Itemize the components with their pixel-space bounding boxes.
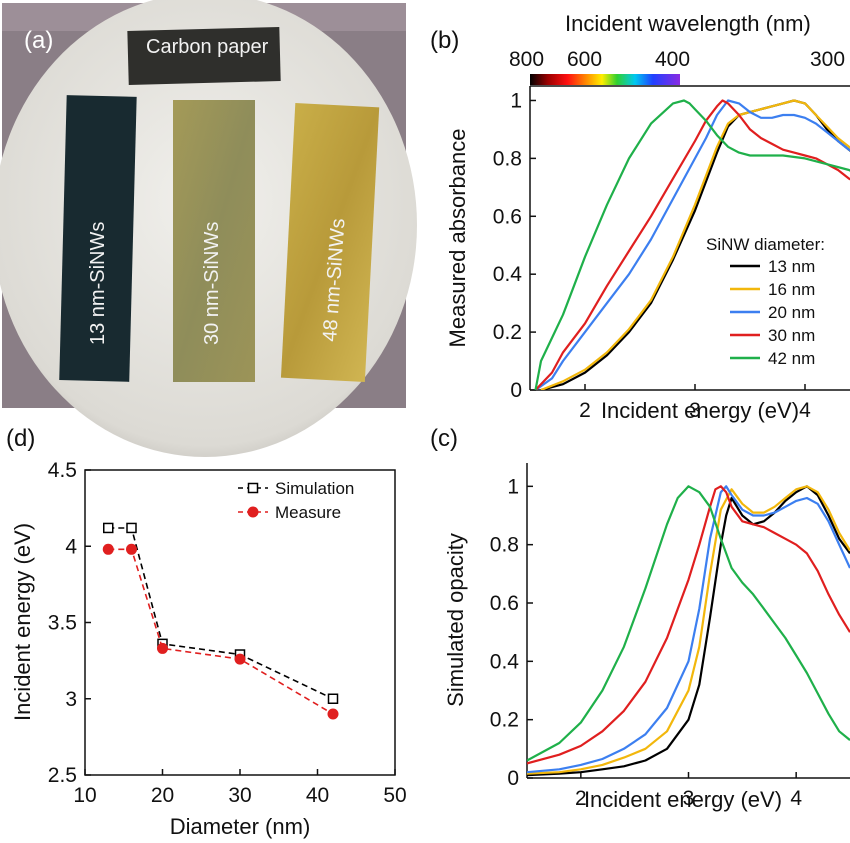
d-y-tick-label-2: 3.5 <box>48 612 77 635</box>
panel-label-b: (b) <box>430 27 459 54</box>
top-tick-600: 600 <box>567 48 602 71</box>
d-x-tick-label-2: 30 <box>228 784 251 807</box>
series-line-42-nm <box>534 99 850 390</box>
panel-d-chart: (d) Incident energy (eV) Diameter (nm) 1… <box>6 425 407 839</box>
c-y-tick-label-1: 0.2 <box>490 709 519 732</box>
b-y-tick-label-5: 1 <box>510 89 522 112</box>
legend-marker-measure <box>247 506 259 518</box>
data-point-measure-1 <box>126 543 137 555</box>
series-line-30-nm <box>527 485 850 765</box>
y-axis-title: Simulated opacity <box>443 533 468 707</box>
series-line-42-nm <box>527 485 850 762</box>
photo-panel: (a) Carbon paper 13 nm-SiNWs 30 nm-SiNWs… <box>0 0 417 457</box>
photo-label-carbon-paper: Carbon paper <box>146 36 269 58</box>
c-y-tick-label-2: 0.4 <box>490 650 520 673</box>
legend-label-20-nm: 20 nm <box>768 303 815 322</box>
c-y-tick-label-5: 1 <box>507 475 519 498</box>
legend: Simulation Measure <box>238 479 354 522</box>
b-y-tick-label-3: 0.6 <box>493 205 522 228</box>
top-tick-800: 800 <box>509 48 544 71</box>
c-x-tick-label-1: 3 <box>683 787 695 810</box>
series-line-measure <box>108 548 334 715</box>
legend-label-16-nm: 16 nm <box>768 280 815 299</box>
d-x-tick-label-4: 50 <box>383 784 406 807</box>
b-y-tick-label-4: 0.8 <box>493 147 522 170</box>
c-y-tick-label-0: 0 <box>507 767 519 790</box>
y-axis-title: Measured absorbance <box>445 129 470 348</box>
data-point-measure-2 <box>157 642 168 654</box>
panel-c-chart: (c) Simulated opacity Incident energy (e… <box>430 425 850 812</box>
top-tick-300: 300 <box>810 48 845 71</box>
photo-label-13nm: 13 nm-SiNWs <box>87 222 109 345</box>
series-line-30-nm <box>534 99 850 390</box>
series-line-16-nm <box>527 485 850 775</box>
panel-label-a: (a) <box>24 27 53 54</box>
tick-labels: 2 3 4 0 0.2 0.4 0.6 0.8 1 <box>490 475 803 810</box>
data-point-simulation-0 <box>103 522 114 534</box>
tick-labels: 10 20 30 40 50 2.5 3 3.5 4 4.5 <box>48 459 407 807</box>
b-x-tick-label-2: 4 <box>799 399 811 422</box>
d-x-tick-label-3: 40 <box>306 784 329 807</box>
legend-marker-simulation <box>247 482 259 494</box>
top-tick-400: 400 <box>655 48 690 71</box>
b-y-tick-label-2: 0.4 <box>493 263 523 286</box>
data-point-measure-4 <box>327 708 339 720</box>
series-line-16-nm <box>540 99 850 390</box>
panel-label-d: (d) <box>6 425 35 452</box>
d-y-tick-label-0: 2.5 <box>48 764 77 787</box>
x-axis-title: Diameter (nm) <box>170 814 311 839</box>
d-x-tick-label-0: 10 <box>73 784 96 807</box>
series-line-13-nm <box>527 485 850 777</box>
d-y-tick-label-3: 4 <box>65 535 77 558</box>
d-y-tick-label-4: 4.5 <box>48 459 77 482</box>
spectrum-color-bar <box>530 74 680 85</box>
series-lines <box>527 485 850 777</box>
series-line-simulation <box>108 527 334 700</box>
legend-label-simulation: Simulation <box>275 479 354 498</box>
sample-strip-13nm <box>59 95 137 382</box>
top-axis-title: Incident wavelength (nm) <box>565 11 811 36</box>
tick-labels: 2 3 4 0 0.2 0.4 0.6 0.8 1 <box>493 89 811 422</box>
legend: 13 nm 16 nm 20 nm 30 nm 42 nm <box>730 257 815 368</box>
sample-strip-48nm <box>280 102 380 383</box>
x-axis-title: Incident energy (eV) <box>601 398 799 423</box>
y-axis-title: Incident energy (eV) <box>10 523 35 721</box>
data-point-measure-3 <box>234 653 246 665</box>
data-point-simulation-4 <box>327 693 339 704</box>
d-x-tick-label-1: 20 <box>151 784 174 807</box>
legend-title: SiNW diameter: <box>706 235 825 254</box>
c-x-tick-label-0: 2 <box>575 787 587 810</box>
photo-label-30nm: 30 nm-SiNWs <box>201 222 223 345</box>
carbon-paper-strip <box>127 27 281 85</box>
b-y-tick-label-1: 0.2 <box>493 321 522 344</box>
b-x-tick-label-1: 3 <box>689 399 701 422</box>
legend-label-13-nm: 13 nm <box>768 257 815 276</box>
c-y-tick-label-4: 0.8 <box>490 534 519 557</box>
legend-label-measure: Measure <box>275 503 341 522</box>
b-y-tick-label-0: 0 <box>510 379 522 402</box>
data-point-measure-0 <box>102 543 114 555</box>
series-lines <box>534 99 850 390</box>
series-line-20-nm <box>527 485 850 774</box>
panel-b-chart: (b) Incident wavelength (nm) 800 600 400… <box>430 11 850 423</box>
series-line-20-nm <box>534 99 850 390</box>
x-axis-title: Incident energy (eV) <box>584 787 782 812</box>
legend-label-30-nm: 30 nm <box>768 326 815 345</box>
d-y-tick-label-1: 3 <box>65 688 77 711</box>
sample-strip-30nm <box>173 100 255 382</box>
plot-frame <box>84 469 396 776</box>
c-x-tick-label-2: 4 <box>790 787 802 810</box>
data-point-simulation-1 <box>126 522 137 534</box>
series-lines <box>102 522 339 720</box>
b-x-tick-label-0: 2 <box>579 399 591 422</box>
panel-label-c: (c) <box>430 425 458 452</box>
c-y-tick-label-3: 0.6 <box>490 592 519 615</box>
legend-label-42-nm: 42 nm <box>768 349 815 368</box>
